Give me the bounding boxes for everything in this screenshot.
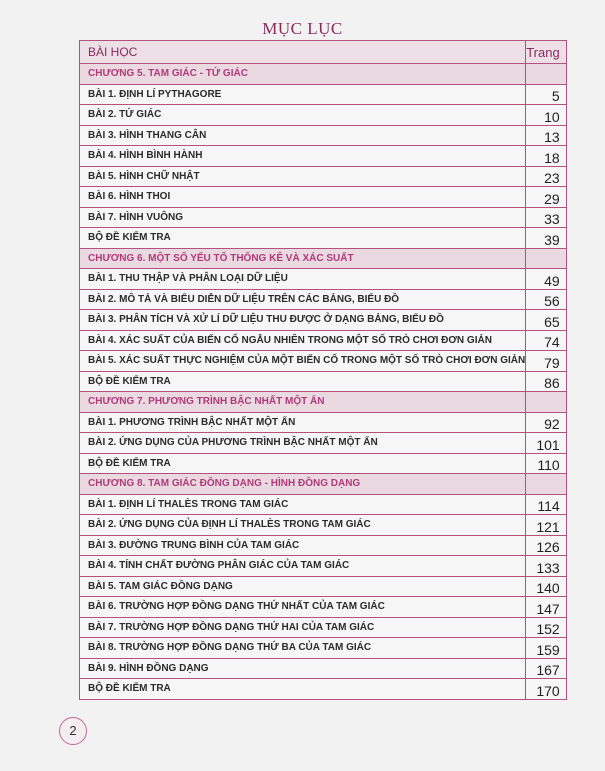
lesson-title: BÀI 2. ỨNG DỤNG CỦA PHƯƠNG TRÌNH BẬC NHẤ… (78, 432, 527, 454)
lesson-row: BÀI 3. ĐƯỜNG TRUNG BÌNH CỦA TAM GIÁC 126 (78, 534, 567, 556)
lesson-page: 49 (525, 268, 567, 290)
lesson-page: 29 (525, 186, 567, 208)
lesson-row: BÀI 3. PHÂN TÍCH VÀ XỬ LÍ DỮ LIỆU THU ĐƯ… (78, 309, 567, 331)
lesson-row: BÀI 1. ĐỊNH LÍ THALÈS TRONG TAM GIÁC 114 (78, 493, 567, 515)
lesson-row: BÀI 8. TRƯỜNG HỢP ĐỒNG DẠNG THỨ BA CỦA T… (78, 637, 567, 659)
lesson-row: BỘ ĐỀ KIỂM TRA 110 (78, 452, 567, 474)
lesson-page: 126 (525, 534, 567, 556)
lesson-page: 79 (525, 350, 567, 372)
lesson-page: 23 (525, 165, 567, 187)
lesson-title: BÀI 8. TRƯỜNG HỢP ĐỒNG DẠNG THỨ BA CỦA T… (78, 637, 527, 659)
lesson-page: 39 (525, 227, 567, 249)
lesson-row: BÀI 7. TRƯỜNG HỢP ĐỒNG DẠNG THỨ HAI CỦA … (78, 616, 567, 638)
chapter-row: CHƯƠNG 8. TAM GIÁC ĐỒNG DẠNG - HÌNH ĐỒNG… (78, 473, 567, 495)
lesson-row: BÀI 1. PHƯƠNG TRÌNH BẬC NHẤT MỘT ẨN 92 (78, 411, 567, 433)
lesson-page: 133 (525, 555, 567, 577)
chapter-row: CHƯƠNG 7. PHƯƠNG TRÌNH BẬC NHẤT MỘT ẨN (78, 391, 567, 413)
lesson-row: BÀI 9. HÌNH ĐỒNG DẠNG 167 (78, 657, 567, 679)
lesson-title: BÀI 6. TRƯỜNG HỢP ĐỒNG DẠNG THỨ NHẤT CỦA… (78, 596, 527, 618)
lesson-row: BÀI 2. ỨNG DỤNG CỦA ĐỊNH LÍ THALÈS TRONG… (78, 514, 567, 536)
lesson-page: 121 (525, 514, 567, 536)
lesson-title: BÀI 5. TAM GIÁC ĐỒNG DẠNG (78, 575, 527, 597)
lesson-page: 101 (525, 432, 567, 454)
lesson-page: 147 (525, 596, 567, 618)
lesson-title: BÀI 3. PHÂN TÍCH VÀ XỬ LÍ DỮ LIỆU THU ĐƯ… (78, 309, 527, 331)
lesson-row: BÀI 6. TRƯỜNG HỢP ĐỒNG DẠNG THỨ NHẤT CỦA… (78, 596, 567, 618)
chapter-title: CHƯƠNG 8. TAM GIÁC ĐỒNG DẠNG - HÌNH ĐỒNG… (78, 473, 527, 495)
lesson-title: BÀI 1. ĐỊNH LÍ PYTHAGORE (78, 83, 527, 105)
lesson-row: BỘ ĐỀ KIỂM TRA 86 (78, 370, 567, 392)
lesson-page: 152 (525, 616, 567, 638)
lesson-page: 10 (525, 104, 567, 126)
lesson-title: BÀI 2. ỨNG DỤNG CỦA ĐỊNH LÍ THALÈS TRONG… (78, 514, 527, 536)
lesson-title: BÀI 3. HÌNH THANG CÂN (78, 124, 527, 146)
lesson-title: BÀI 5. XÁC SUẤT THỰC NGHIỆM CỦA MỘT BIẾN… (78, 350, 527, 372)
lesson-page: 74 (525, 329, 567, 351)
lesson-page: 33 (525, 206, 567, 228)
chapter-title: CHƯƠNG 5. TAM GIÁC - TỨ GIÁC (78, 63, 527, 85)
lesson-row: BÀI 7. HÌNH VUÔNG 33 (78, 206, 567, 228)
chapter-page-cell (525, 247, 567, 269)
lesson-title: BỘ ĐỀ KIỂM TRA (78, 678, 527, 700)
lesson-page: 13 (525, 124, 567, 146)
header-page: Trang (525, 40, 567, 64)
lesson-title: BÀI 6. HÌNH THOI (78, 186, 527, 208)
lesson-row: BÀI 4. HÌNH BÌNH HÀNH 18 (78, 145, 567, 167)
header-lesson: BÀI HỌC (78, 40, 527, 64)
lesson-row: BỘ ĐỀ KIỂM TRA 39 (78, 227, 567, 249)
chapter-page-cell (525, 63, 567, 85)
lesson-row: BỘ ĐỀ KIỂM TRA 170 (78, 678, 567, 700)
lesson-title: BÀI 1. THU THẬP VÀ PHÂN LOẠI DỮ LIỆU (78, 268, 527, 290)
lesson-page: 86 (525, 370, 567, 392)
lesson-row: BÀI 5. HÌNH CHỮ NHẬT 23 (78, 165, 567, 187)
lesson-title: BỘ ĐỀ KIỂM TRA (78, 227, 527, 249)
chapter-title: CHƯƠNG 6. MỘT SỐ YẾU TỐ THỐNG KÊ VÀ XÁC … (78, 247, 527, 269)
lesson-title: BÀI 7. HÌNH VUÔNG (78, 206, 527, 228)
lesson-row: BÀI 1. THU THẬP VÀ PHÂN LOẠI DỮ LIỆU 49 (78, 268, 567, 290)
lesson-title: BÀI 9. HÌNH ĐỒNG DẠNG (78, 657, 527, 679)
chapter-row: CHƯƠNG 6. MỘT SỐ YẾU TỐ THỐNG KÊ VÀ XÁC … (78, 247, 567, 269)
toc-table: BÀI HỌC Trang CHƯƠNG 5. TAM GIÁC - TỨ GI… (78, 40, 567, 700)
lesson-row: BÀI 2. MÔ TẢ VÀ BIỂU DIỄN DỮ LIỆU TRÊN C… (78, 288, 567, 310)
lesson-page: 170 (525, 678, 567, 700)
lesson-page: 110 (525, 452, 567, 474)
chapter-page-cell (525, 473, 567, 495)
lesson-title: BÀI 1. PHƯƠNG TRÌNH BẬC NHẤT MỘT ẨN (78, 411, 527, 433)
lesson-title: BÀI 3. ĐƯỜNG TRUNG BÌNH CỦA TAM GIÁC (78, 534, 527, 556)
lesson-page: 159 (525, 637, 567, 659)
lesson-row: BÀI 4. XÁC SUẤT CỦA BIẾN CỐ NGẪU NHIÊN T… (78, 329, 567, 351)
lesson-title: BÀI 5. HÌNH CHỮ NHẬT (78, 165, 527, 187)
page-number: 2 (59, 717, 87, 745)
lesson-page: 5 (525, 83, 567, 105)
lesson-row: BÀI 2. ỨNG DỤNG CỦA PHƯƠNG TRÌNH BẬC NHẤ… (78, 432, 567, 454)
lesson-row: BÀI 4. TÍNH CHẤT ĐƯỜNG PHÂN GIÁC CỦA TAM… (78, 555, 567, 577)
lesson-title: BÀI 4. XÁC SUẤT CỦA BIẾN CỐ NGẪU NHIÊN T… (78, 329, 527, 351)
lesson-row: BÀI 6. HÌNH THOI 29 (78, 186, 567, 208)
lesson-title: BÀI 4. HÌNH BÌNH HÀNH (78, 145, 527, 167)
lesson-title: BÀI 7. TRƯỜNG HỢP ĐỒNG DẠNG THỨ HAI CỦA … (78, 616, 527, 638)
lesson-title: BỘ ĐỀ KIỂM TRA (78, 370, 527, 392)
chapter-title: CHƯƠNG 7. PHƯƠNG TRÌNH BẬC NHẤT MỘT ẨN (78, 391, 527, 413)
lesson-title: BÀI 1. ĐỊNH LÍ THALÈS TRONG TAM GIÁC (78, 493, 527, 515)
lesson-page: 167 (525, 657, 567, 679)
toc-header-row: BÀI HỌC Trang (78, 40, 567, 64)
lesson-row: BÀI 5. TAM GIÁC ĐỒNG DẠNG 140 (78, 575, 567, 597)
lesson-page: 65 (525, 309, 567, 331)
lesson-page: 56 (525, 288, 567, 310)
chapter-row: CHƯƠNG 5. TAM GIÁC - TỨ GIÁC (78, 63, 567, 85)
lesson-page: 140 (525, 575, 567, 597)
lesson-row: BÀI 3. HÌNH THANG CÂN 13 (78, 124, 567, 146)
page-title: MỤC LỤC (262, 19, 343, 38)
lesson-row: BÀI 5. XÁC SUẤT THỰC NGHIỆM CỦA MỘT BIẾN… (78, 350, 567, 372)
lesson-page: 114 (525, 493, 567, 515)
lesson-row: BÀI 1. ĐỊNH LÍ PYTHAGORE 5 (78, 83, 567, 105)
lesson-page: 18 (525, 145, 567, 167)
lesson-title: BÀI 2. TỨ GIÁC (78, 104, 527, 126)
lesson-page: 92 (525, 411, 567, 433)
lesson-title: BỘ ĐỀ KIỂM TRA (78, 452, 527, 474)
lesson-title: BÀI 4. TÍNH CHẤT ĐƯỜNG PHÂN GIÁC CỦA TAM… (78, 555, 527, 577)
chapter-page-cell (525, 391, 567, 413)
lesson-title: BÀI 2. MÔ TẢ VÀ BIỂU DIỄN DỮ LIỆU TRÊN C… (78, 288, 527, 310)
lesson-row: BÀI 2. TỨ GIÁC 10 (78, 104, 567, 126)
